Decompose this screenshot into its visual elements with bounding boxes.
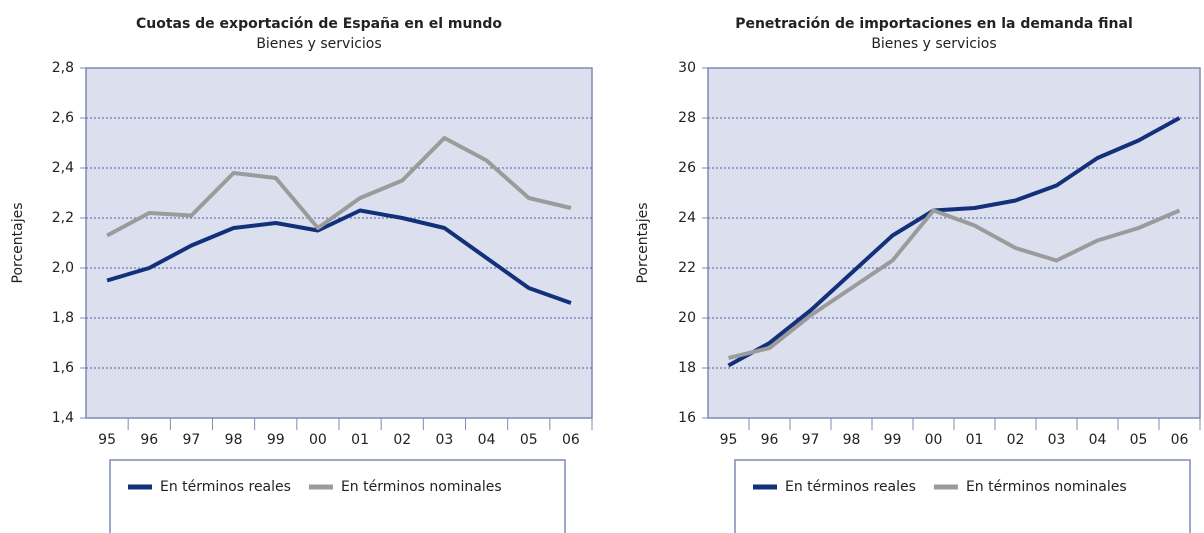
x-tick-label: 97	[802, 432, 820, 448]
legend-box	[109, 459, 566, 533]
y-tick-label: 1,4	[52, 410, 74, 426]
x-tick-label: 05	[1130, 432, 1148, 448]
legend-label: En términos reales	[785, 479, 916, 495]
chart-subtitle: Bienes y servicios	[871, 36, 996, 52]
x-tick-label: 02	[1007, 432, 1025, 448]
x-tick-label: 04	[1089, 432, 1107, 448]
data-line	[728, 208, 1181, 360]
x-tick-label: 03	[1048, 432, 1066, 448]
x-tick-label: 01	[351, 432, 369, 448]
x-tick-label: 03	[436, 432, 454, 448]
y-tick-label: 16	[678, 410, 696, 426]
y-axis-label: Porcentajes	[635, 202, 651, 283]
y-tick-label: 22	[678, 260, 696, 276]
x-tick-label: 06	[562, 432, 580, 448]
x-tick-label: 95	[720, 432, 738, 448]
y-tick-label: 1,8	[52, 310, 74, 326]
y-tick-label: 30	[678, 60, 696, 76]
y-tick-label: 28	[678, 110, 696, 126]
x-tick-label: 99	[267, 432, 285, 448]
x-tick-label: 05	[520, 432, 538, 448]
plot-area	[85, 67, 593, 419]
y-tick-label: 26	[678, 160, 696, 176]
x-tick-label: 97	[183, 432, 201, 448]
chart-subtitle: Bienes y servicios	[256, 36, 381, 52]
plot-area	[707, 67, 1201, 419]
chart-title: Cuotas de exportación de España en el mu…	[136, 16, 502, 32]
x-tick-label: 98	[225, 432, 243, 448]
x-tick-label: 95	[98, 432, 116, 448]
y-tick-label: 18	[678, 360, 696, 376]
x-tick-label: 06	[1171, 432, 1189, 448]
legend-label: En términos reales	[160, 479, 291, 495]
legend-label: En términos nominales	[966, 479, 1127, 495]
x-tick-label: 99	[884, 432, 902, 448]
y-tick-label: 2,2	[52, 210, 74, 226]
chart: Cuotas de exportación de España en el mu…	[10, 16, 593, 533]
data-line	[106, 136, 572, 238]
legend-box	[734, 459, 1191, 533]
y-tick-label: 20	[678, 310, 696, 326]
y-tick-label: 2,8	[52, 60, 74, 76]
x-tick-label: 96	[761, 432, 779, 448]
x-tick-label: 96	[140, 432, 158, 448]
legend-label: En términos nominales	[341, 479, 502, 495]
data-line	[727, 116, 1181, 368]
x-tick-label: 98	[843, 432, 861, 448]
chart: Penetración de importaciones en la deman…	[635, 16, 1201, 533]
data-line	[106, 208, 572, 305]
y-tick-label: 2,4	[52, 160, 74, 176]
y-axis-label: Porcentajes	[10, 202, 26, 283]
x-tick-label: 04	[478, 432, 496, 448]
x-tick-label: 01	[966, 432, 984, 448]
y-tick-label: 24	[678, 210, 696, 226]
y-tick-label: 2,0	[52, 260, 74, 276]
y-tick-label: 2,6	[52, 110, 74, 126]
x-tick-label: 00	[925, 432, 943, 448]
x-tick-label: 02	[393, 432, 411, 448]
x-tick-label: 00	[309, 432, 327, 448]
y-tick-label: 1,6	[52, 360, 74, 376]
chart-title: Penetración de importaciones en la deman…	[735, 16, 1133, 32]
